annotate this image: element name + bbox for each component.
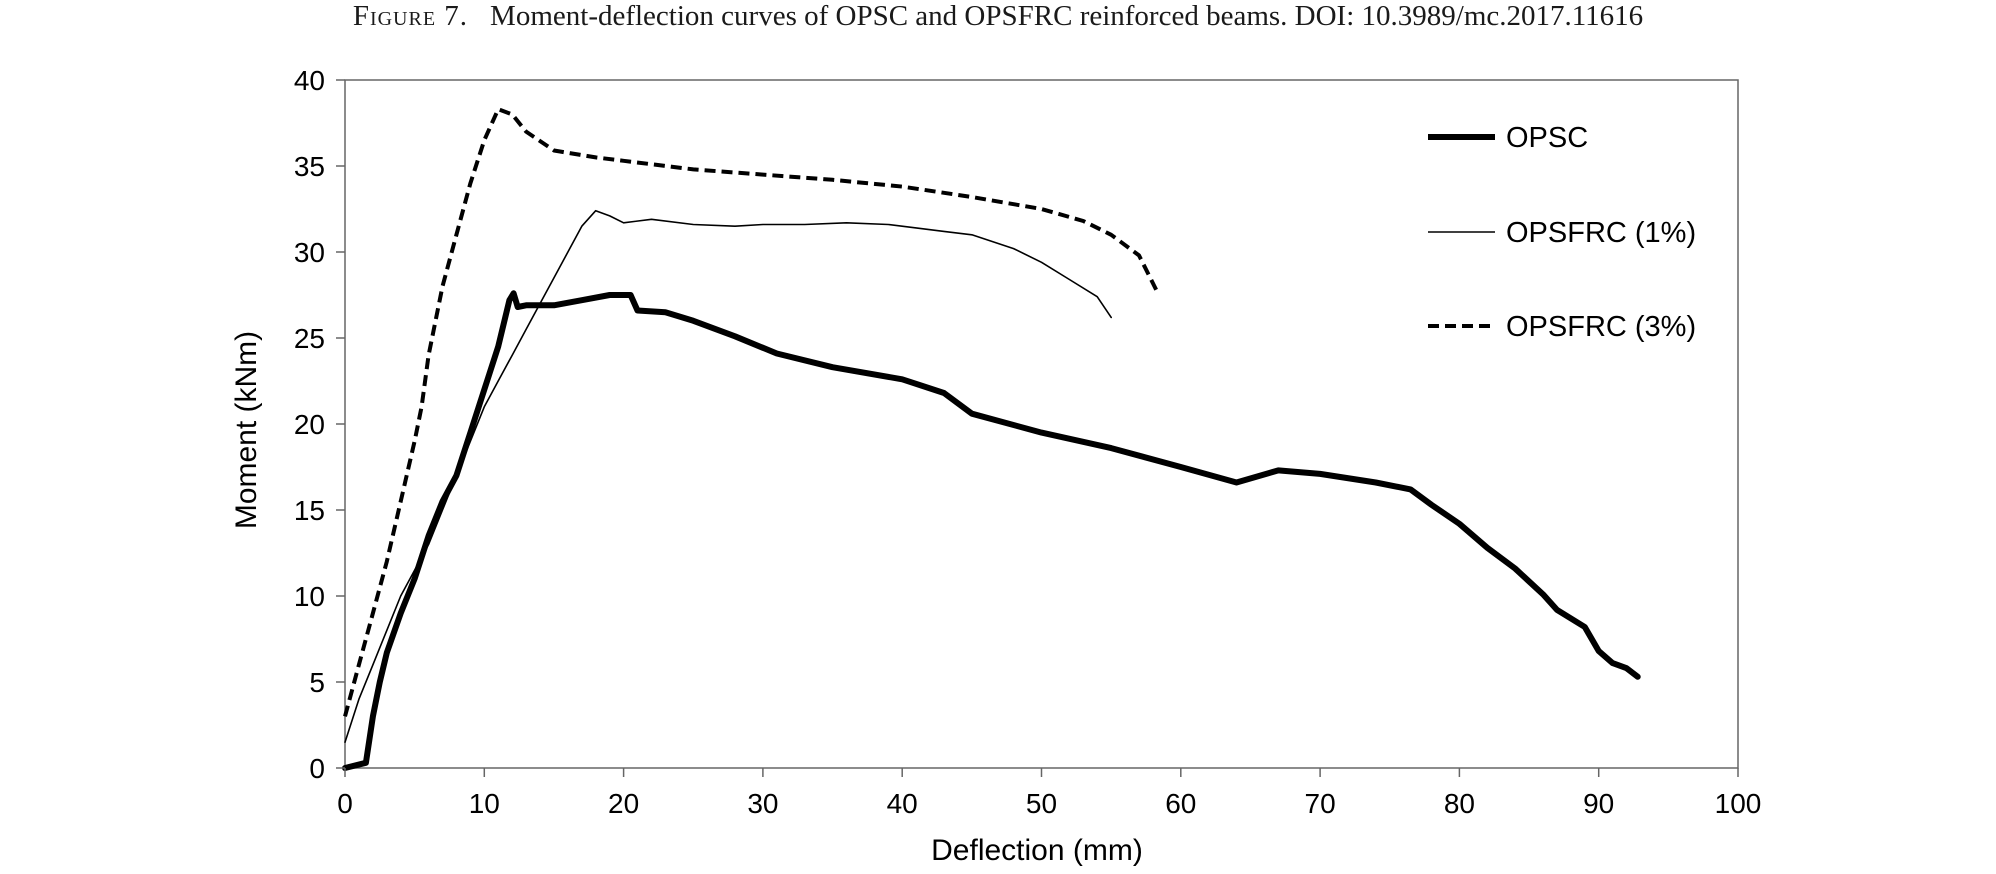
- figure-caption: Figure 7. Moment-deflection curves of OPS…: [0, 0, 1996, 32]
- x-tick-label: 100: [1715, 788, 1762, 819]
- series-line-1: [344, 209, 1112, 743]
- y-tick-label: 35: [294, 151, 325, 182]
- y-tick-label: 20: [294, 409, 325, 440]
- series-line-2: [343, 107, 1159, 717]
- figure-label: Figure 7.: [352, 0, 469, 32]
- plot-area: [344, 79, 1739, 769]
- x-tick-label: 70: [1305, 788, 1336, 819]
- x-axis-label: Deflection (mm): [931, 834, 1143, 867]
- x-tick-label: 30: [747, 788, 778, 819]
- y-tick-label: 25: [294, 323, 325, 354]
- x-tick-label: 60: [1165, 788, 1196, 819]
- plot-border: [344, 79, 1739, 769]
- y-tick-label: 10: [294, 581, 325, 612]
- y-axis-label: Moment (kNm): [230, 331, 263, 529]
- x-tick-label: 80: [1444, 788, 1475, 819]
- legend: OPSC OPSFRC (1%) OPSFRC (3%): [1428, 122, 1696, 343]
- axes-layer: 0 10 20 30 40 50 60 70 80 90 100 0 5 10 15 20 25 30 35 40: [294, 65, 1762, 819]
- y-tick-label: 5: [309, 667, 325, 698]
- figure-caption-text: Moment-deflection curves of OPSC and OPS…: [490, 0, 1644, 32]
- x-tick-label: 40: [887, 788, 918, 819]
- legend-label-1: OPSFRC (1%): [1506, 217, 1696, 249]
- legend-label-0: OPSC: [1506, 122, 1588, 154]
- x-tick-label: 50: [1026, 788, 1057, 819]
- y-tick-label: 0: [309, 753, 325, 784]
- legend-label-2: OPSFRC (3%): [1506, 311, 1696, 343]
- y-tick-label: 40: [294, 65, 325, 96]
- y-tick-label: 15: [294, 495, 325, 526]
- series-line-0: [342, 290, 1641, 771]
- series-layer: [342, 107, 1641, 771]
- x-tick-label: 10: [469, 788, 500, 819]
- x-tick-label: 0: [337, 788, 353, 819]
- x-tick-label: 20: [608, 788, 639, 819]
- x-tick-label: 90: [1583, 788, 1614, 819]
- y-tick-label: 30: [294, 237, 325, 268]
